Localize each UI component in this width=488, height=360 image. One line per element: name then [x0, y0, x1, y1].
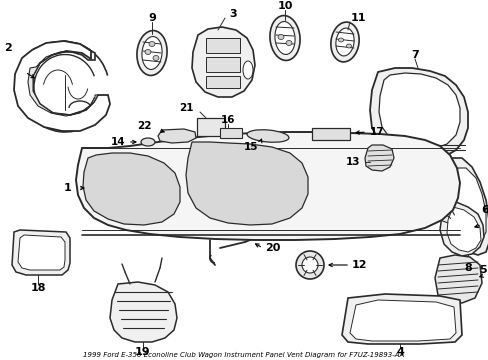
Polygon shape [17, 41, 105, 130]
Polygon shape [378, 73, 459, 150]
Bar [205, 76, 240, 88]
Text: 10: 10 [277, 1, 292, 11]
Bar [220, 128, 242, 138]
Text: 18: 18 [30, 283, 46, 293]
Polygon shape [110, 282, 177, 342]
Text: 9: 9 [148, 13, 156, 23]
Bar [205, 57, 240, 72]
Ellipse shape [246, 130, 288, 142]
Text: 16: 16 [220, 115, 235, 125]
Text: 7: 7 [410, 50, 418, 60]
Polygon shape [83, 153, 180, 225]
Polygon shape [12, 230, 70, 275]
Ellipse shape [335, 28, 353, 56]
Ellipse shape [137, 31, 167, 76]
Text: 12: 12 [351, 260, 367, 270]
Polygon shape [14, 41, 110, 131]
Ellipse shape [330, 22, 358, 62]
Text: 1: 1 [64, 183, 72, 193]
Polygon shape [20, 44, 100, 130]
Bar [197, 118, 224, 136]
Polygon shape [439, 198, 483, 256]
Ellipse shape [295, 251, 324, 279]
Text: 14: 14 [110, 137, 125, 147]
Ellipse shape [141, 138, 155, 146]
Polygon shape [192, 27, 254, 97]
Ellipse shape [274, 22, 294, 54]
Ellipse shape [285, 40, 291, 45]
Text: 20: 20 [264, 243, 280, 253]
Text: 15: 15 [243, 142, 258, 152]
Polygon shape [369, 68, 467, 160]
Text: 8: 8 [463, 263, 471, 273]
Polygon shape [452, 168, 485, 242]
Ellipse shape [302, 257, 317, 273]
Polygon shape [185, 142, 307, 225]
Text: 19: 19 [135, 347, 150, 357]
Text: 1999 Ford E-350 Econoline Club Wagon Instrument Panel Vent Diagram for F7UZ-1989: 1999 Ford E-350 Econoline Club Wagon Ins… [83, 352, 404, 358]
Ellipse shape [338, 38, 343, 42]
Text: 21: 21 [179, 103, 194, 113]
Ellipse shape [142, 36, 162, 69]
Ellipse shape [278, 35, 284, 40]
Ellipse shape [145, 49, 151, 54]
Text: 11: 11 [349, 13, 365, 23]
Polygon shape [349, 300, 455, 341]
Text: 22: 22 [137, 121, 152, 131]
Bar [311, 128, 349, 140]
Text: 3: 3 [229, 9, 236, 19]
Polygon shape [341, 294, 461, 344]
Ellipse shape [243, 61, 252, 79]
Polygon shape [18, 235, 65, 270]
Polygon shape [28, 51, 98, 116]
Ellipse shape [346, 44, 351, 48]
Text: 6: 6 [480, 205, 488, 215]
Polygon shape [158, 129, 196, 143]
Polygon shape [76, 132, 459, 240]
Ellipse shape [153, 55, 159, 60]
Ellipse shape [269, 15, 300, 60]
Polygon shape [364, 145, 393, 171]
Ellipse shape [149, 41, 155, 46]
Bar [205, 38, 240, 53]
Text: 13: 13 [345, 157, 359, 167]
Text: 17: 17 [369, 127, 384, 137]
Polygon shape [434, 255, 481, 303]
Polygon shape [446, 158, 488, 255]
Polygon shape [446, 207, 480, 252]
Text: 5: 5 [478, 265, 486, 275]
Text: 4: 4 [395, 347, 403, 357]
Text: 2: 2 [4, 43, 12, 53]
